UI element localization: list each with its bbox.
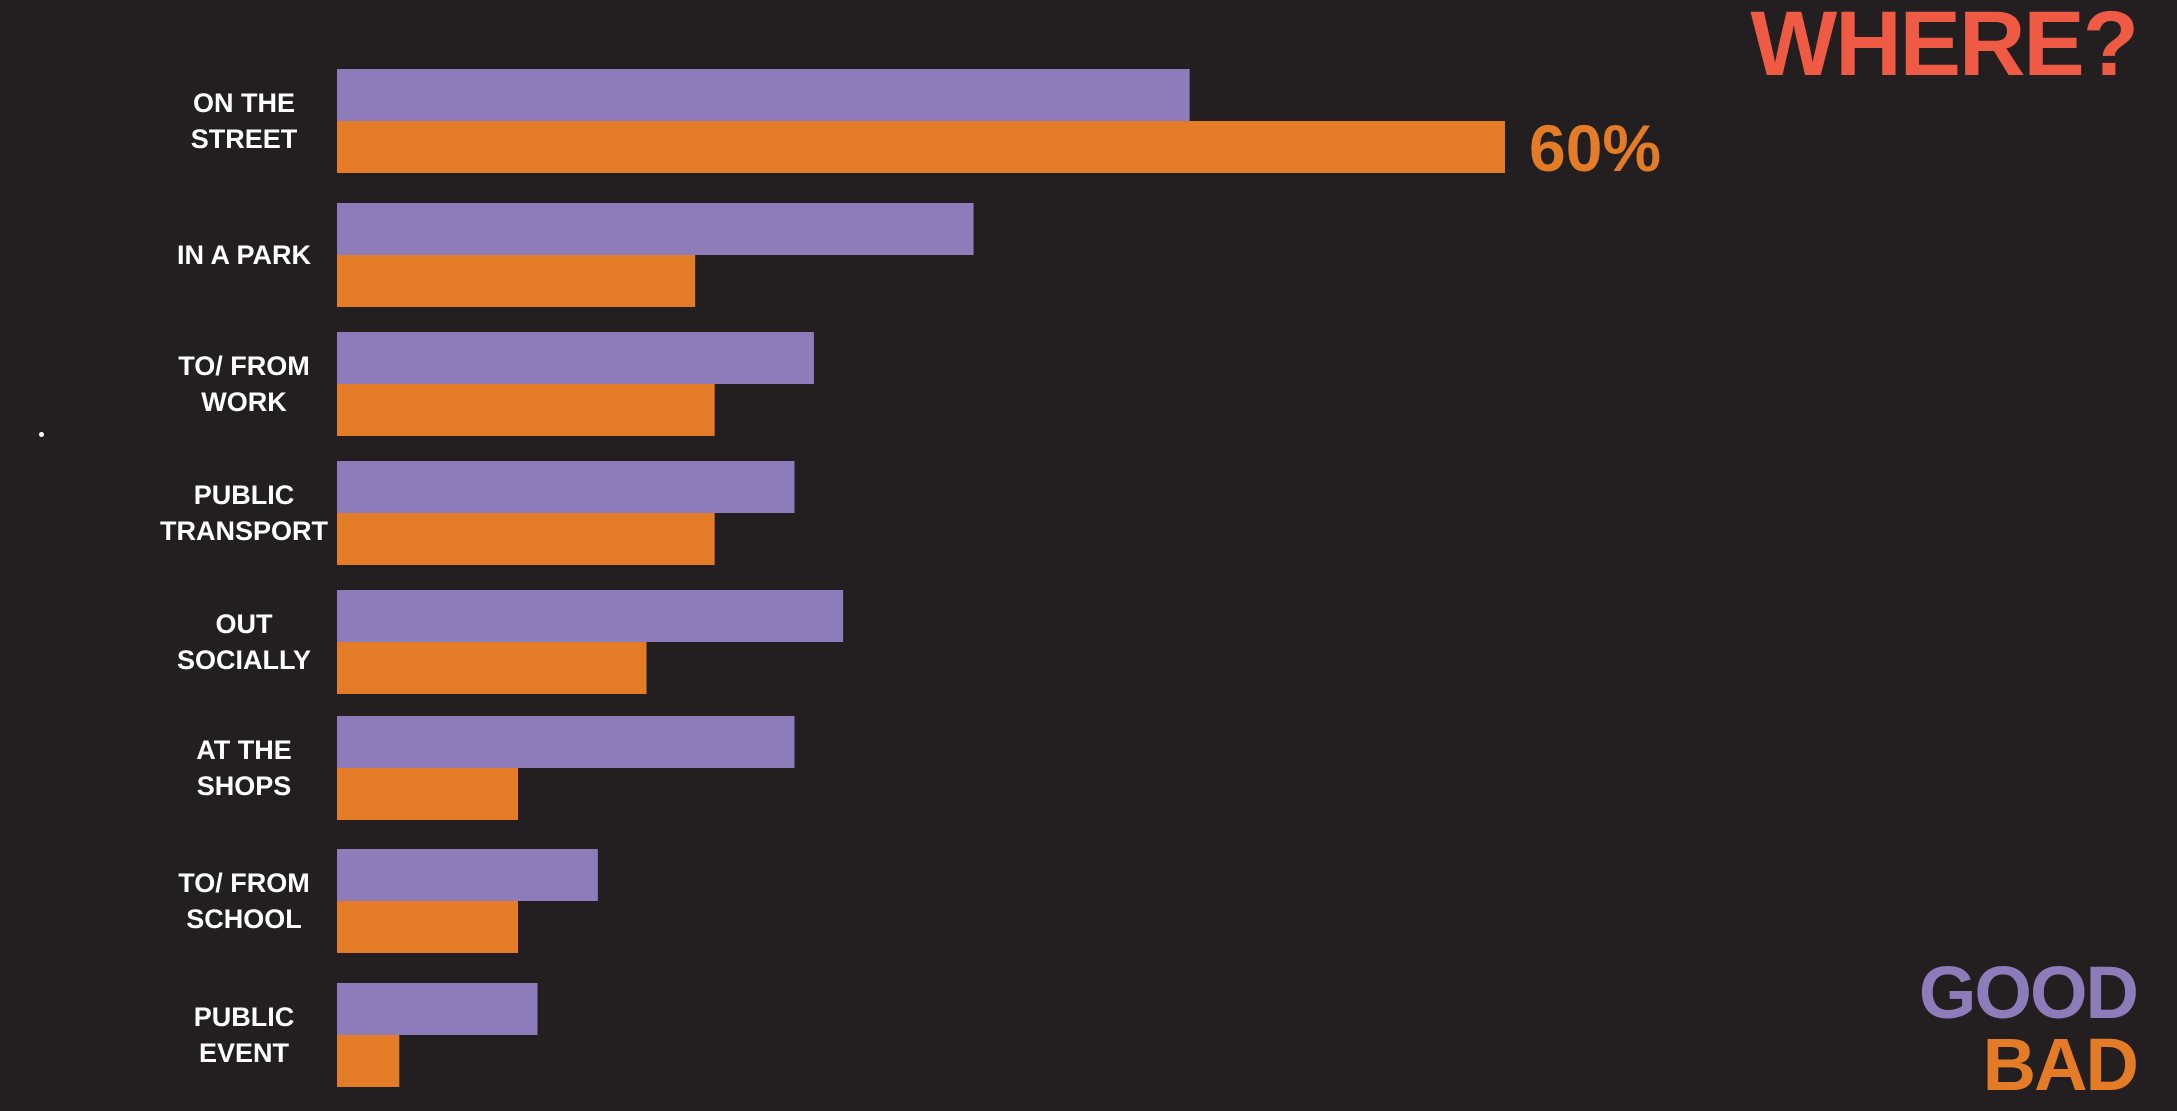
bar-good — [337, 716, 795, 768]
chart-title: WHERE? — [1750, 0, 2139, 95]
category-label-line: OUT — [216, 609, 274, 639]
category-label: TO/ FROM SCHOOL — [178, 868, 310, 934]
category-label-line: TO/ FROM — [178, 351, 310, 381]
bar-group: TO/ FROM WORK — [178, 332, 814, 436]
category-label-line: SOCIALLY — [177, 645, 311, 675]
bar-good — [337, 203, 974, 255]
category-label: IN A PARK — [177, 240, 311, 270]
category-label-line: PUBLIC — [194, 480, 295, 510]
bar-bad — [337, 642, 647, 694]
category-label-line: SHOPS — [197, 771, 292, 801]
stray-dot — [39, 432, 44, 437]
bar-bad — [337, 768, 519, 820]
category-label-line: SCHOOL — [186, 904, 302, 934]
category-label: PUBLIC TRANSPORT — [160, 480, 329, 546]
category-label: ON THE STREET — [191, 88, 298, 154]
bar-group: OUT SOCIALLY — [177, 590, 844, 694]
bar-bad — [337, 384, 715, 436]
bar-bad — [337, 901, 519, 953]
bar-good — [337, 590, 844, 642]
category-label: OUT SOCIALLY — [177, 609, 311, 675]
bar-good — [337, 69, 1190, 121]
bar-bad — [337, 255, 696, 307]
bar-good — [337, 849, 598, 901]
bar-bad — [337, 121, 1505, 173]
category-label-line: TRANSPORT — [160, 516, 329, 546]
category-label-line: TO/ FROM — [178, 868, 310, 898]
category-label-line: WORK — [201, 387, 287, 417]
category-label: TO/ FROM WORK — [178, 351, 310, 417]
category-label: PUBLIC EVENT — [194, 1002, 295, 1068]
bar-good — [337, 461, 795, 513]
bar-good — [337, 983, 538, 1035]
bar-group: ON THE STREET — [191, 69, 1505, 173]
bar-group: PUBLIC EVENT — [194, 983, 538, 1087]
bar-bad — [337, 1035, 400, 1087]
bar-group: PUBLIC TRANSPORT — [160, 461, 795, 565]
category-label-line: EVENT — [199, 1038, 290, 1068]
legend-entry-bad: BAD — [1982, 1023, 2139, 1106]
category-label-line: STREET — [191, 124, 298, 154]
category-label-line: PUBLIC — [194, 1002, 295, 1032]
category-label-line: AT THE — [196, 735, 292, 765]
legend: GOOD BAD — [1918, 951, 2139, 1106]
bar-group: AT THE SHOPS — [196, 716, 795, 820]
bar-group: IN A PARK — [177, 203, 974, 307]
data-label: 60% — [1529, 111, 1661, 185]
bar-bad — [337, 513, 715, 565]
bar-group: TO/ FROM SCHOOL — [178, 849, 598, 953]
category-label-line: IN A PARK — [177, 240, 311, 270]
category-label-line: ON THE — [193, 88, 295, 118]
category-label: AT THE SHOPS — [196, 735, 292, 801]
bar-good — [337, 332, 814, 384]
legend-entry-good: GOOD — [1918, 951, 2139, 1034]
